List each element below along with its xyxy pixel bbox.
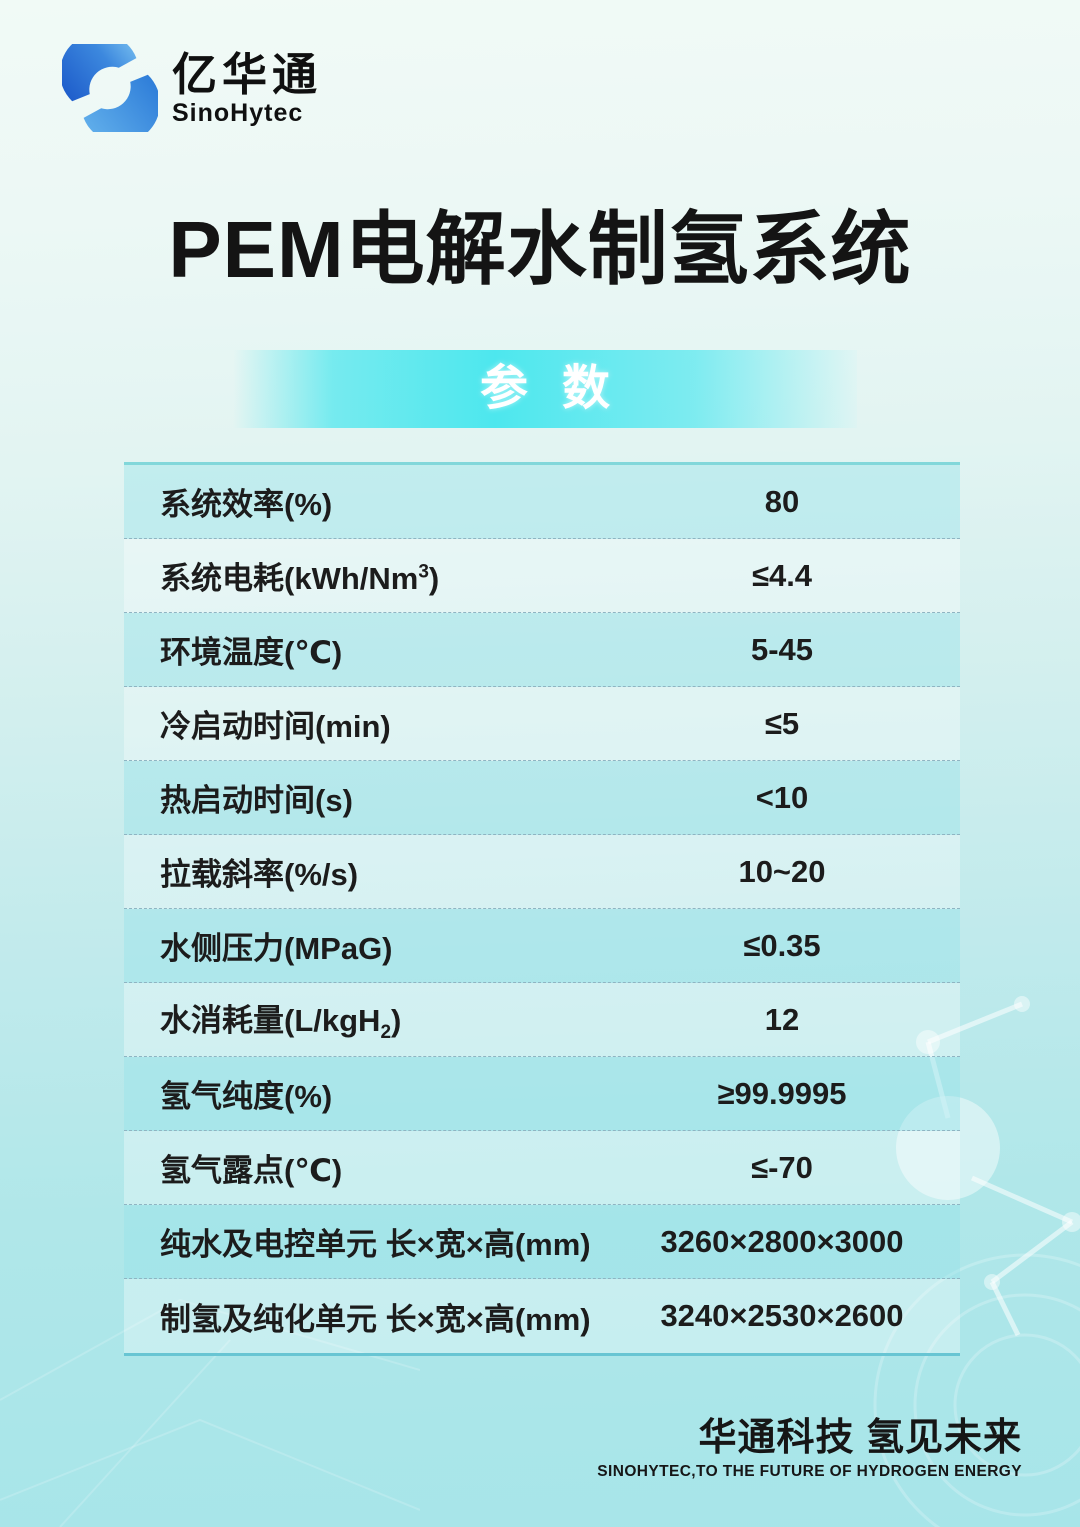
param-value: <10 [755, 779, 809, 815]
param-value: 10~20 [738, 853, 826, 889]
table-row: 纯水及电控单元 长×宽×高(mm) 3260×2800×3000 [124, 1205, 960, 1279]
param-value: 3260×2800×3000 [660, 1223, 904, 1259]
parameters-banner-label: 参数 [479, 362, 644, 415]
table-row: 水侧压力(MPaG) ≤0.35 [124, 909, 960, 983]
param-label: 热启动时间(s) [160, 783, 353, 818]
param-label: 系统电耗(kWh/Nm3) [160, 561, 440, 596]
param-value: ≤0.35 [743, 927, 821, 963]
param-label: 氢气纯度(%) [160, 1079, 333, 1114]
brand-text: 亿华通 SinoHytec [172, 44, 322, 128]
param-label: 冷启动时间(min) [160, 709, 391, 744]
param-value: 80 [764, 483, 800, 519]
param-label: 系统效率(%) [160, 487, 333, 522]
param-label: 环境温度(℃) [160, 635, 343, 670]
table-row: 制氢及纯化单元 长×宽×高(mm) 3240×2530×2600 [124, 1279, 960, 1353]
param-label: 拉载斜率(%/s) [160, 857, 359, 892]
table-row: 氢气露点(℃) ≤-70 [124, 1131, 960, 1205]
footer: 华通科技 氢见未来 SINOHYTEC,TO THE FUTURE OF HYD… [597, 1417, 1022, 1481]
param-label: 制氢及纯化单元 长×宽×高(mm) [160, 1301, 591, 1337]
param-value: 5-45 [750, 631, 814, 667]
table-row: 拉载斜率(%/s) 10~20 [124, 835, 960, 909]
table-row: 系统电耗(kWh/Nm3) ≤4.4 [124, 539, 960, 613]
table-row: 环境温度(℃) 5-45 [124, 613, 960, 687]
param-value: 12 [764, 1001, 800, 1037]
param-value: ≤-70 [751, 1149, 813, 1185]
table-row: 热启动时间(s) <10 [124, 761, 960, 835]
brand-name-cn: 亿华通 [172, 49, 323, 100]
param-value: ≤4.4 [751, 557, 813, 593]
param-value: 3240×2530×2600 [660, 1298, 904, 1333]
param-label: 水消耗量(L/kgH2) [160, 1002, 402, 1044]
table-row: 氢气纯度(%) ≥99.9995 [124, 1057, 960, 1131]
spec-table: 系统效率(%) 80 系统电耗(kWh/Nm3) ≤4.4 环境温度(℃) 5-45 冷启动… [124, 462, 960, 1356]
table-row: 系统效率(%) 80 [124, 465, 960, 539]
param-label: 氢气露点(℃) [160, 1153, 343, 1188]
table-row: 水消耗量(L/kgH2) 12 [124, 983, 960, 1057]
footer-slogan-cn: 华通科技 氢见未来 [698, 1417, 1022, 1459]
footer-slogan-en: SINOHYTEC,TO THE FUTURE OF HYDROGEN ENER… [597, 1462, 1022, 1480]
page-title: PEM电解水制氢系统 [168, 205, 912, 294]
param-label: 水侧压力(MPaG) [160, 931, 393, 966]
table-row: 冷启动时间(min) ≤5 [124, 687, 960, 761]
sinohytec-logo-icon [62, 44, 158, 132]
brand-name-en: SinoHytec [172, 99, 304, 127]
brand-header: 亿华通 SinoHytec [62, 44, 322, 132]
param-label: 纯水及电控单元 长×宽×高(mm) [160, 1227, 591, 1262]
parameters-banner: 参数 [233, 350, 857, 428]
param-value: ≥99.9995 [717, 1075, 847, 1111]
param-value: ≤5 [764, 705, 800, 741]
